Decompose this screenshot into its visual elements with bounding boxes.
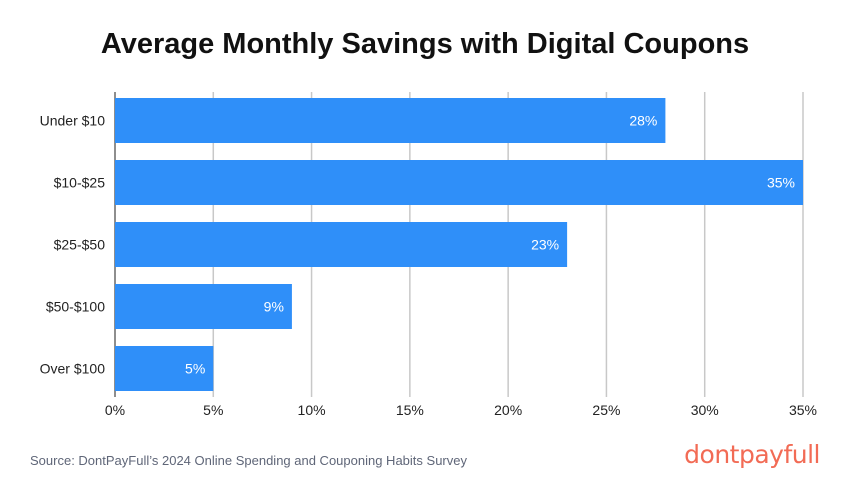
data-label: 9% (264, 299, 284, 315)
data-label: 23% (531, 237, 559, 253)
bar (115, 160, 803, 205)
x-tick-label: 20% (494, 402, 522, 418)
bar (115, 346, 214, 391)
data-label: 35% (767, 175, 795, 191)
data-label: 5% (185, 361, 205, 377)
x-tick-label: 35% (789, 402, 817, 418)
source-note: Source: DontPayFull’s 2024 Online Spendi… (30, 453, 467, 468)
data-label: 28% (629, 113, 657, 129)
y-tick-label: $25-$50 (54, 237, 106, 253)
bar (115, 98, 666, 143)
y-tick-label: $10-$25 (54, 175, 106, 191)
x-tick-label: 15% (396, 402, 424, 418)
bar (115, 222, 568, 267)
x-tick-label: 5% (203, 402, 223, 418)
chart-title: Average Monthly Savings with Digital Cou… (100, 28, 750, 60)
y-tick-label: $50-$100 (46, 299, 105, 315)
y-tick-label: Over $100 (40, 361, 106, 377)
x-tick-label: 25% (592, 402, 620, 418)
x-tick-label: 30% (691, 402, 719, 418)
dontpayfull-logo: dontpayfull (684, 440, 820, 469)
x-tick-label: 10% (298, 402, 326, 418)
y-tick-label: Under $10 (40, 113, 106, 129)
x-tick-label: 0% (105, 402, 125, 418)
bar (115, 284, 292, 329)
